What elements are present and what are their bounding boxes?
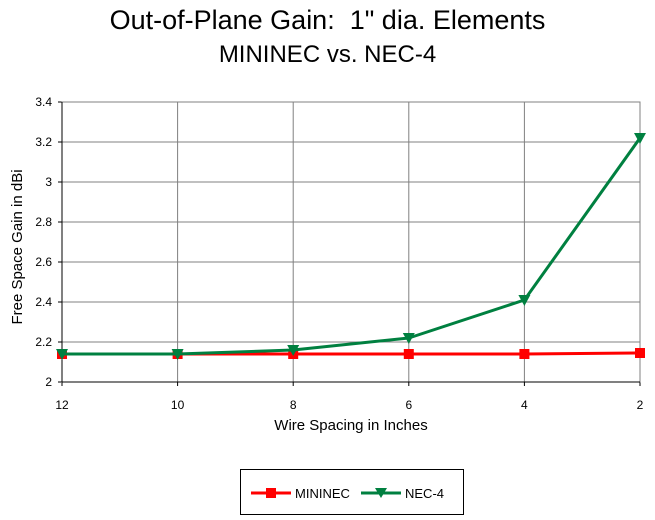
legend-marker-nec4 (375, 488, 387, 498)
legend-item-mininec: MININEC (251, 483, 350, 503)
y-axis-title: Free Space Gain in dBi (9, 169, 26, 324)
y-tick-label: 2.6 (35, 255, 52, 269)
y-tick-label: 2 (45, 375, 52, 389)
y-tick-label: 2.8 (35, 215, 52, 229)
data-point-mininec-3 (403, 349, 414, 359)
series-line-nec4 (62, 137, 642, 356)
legend-label-nec4: NEC-4 (405, 485, 445, 501)
data-point-nec4-2 (287, 345, 300, 356)
y-tick-label: 3 (45, 175, 52, 189)
series-layer (56, 133, 646, 360)
legend-swatch-nec4 (361, 483, 401, 503)
x-axis-title: Wire Spacing in Inches (274, 417, 427, 434)
x-tick-label: 2 (637, 398, 644, 412)
plot-area (62, 102, 640, 382)
data-point-nec4-4 (518, 295, 531, 306)
chart-plot: 2 2.2 2.4 2.6 2.8 3 3.2 3.4 12 10 8 6 4 2 Wire Spacing… (9, 95, 646, 434)
legend: MININEC NEC-4 (240, 469, 464, 515)
data-point-mininec-4 (519, 349, 530, 359)
y-tick-label: 2.4 (35, 295, 52, 309)
data-point-mininec-5 (635, 348, 645, 358)
data-point-nec4-0 (56, 349, 68, 360)
y-tick-label: 3.2 (35, 135, 52, 149)
data-point-nec4-3 (402, 333, 415, 344)
y-tick-label: 2.2 (35, 335, 52, 349)
label-layer: 2 2.2 2.4 2.6 2.8 3 3.2 3.4 12 10 8 6 4 2 Wire Spacing… (9, 95, 644, 434)
axis-layer (58, 101, 641, 386)
legend-label-mininec: MININEC (295, 485, 350, 501)
legend-item-nec4: NEC-4 (361, 483, 444, 503)
x-tick-label: 4 (521, 398, 528, 412)
grid-layer (61, 101, 641, 383)
chart-subtitle: MININEC vs. NEC-4 (218, 41, 437, 68)
legend-marker-mininec (266, 488, 276, 498)
chart-title: Out-of-Plane Gain: 1" dia. Elements (109, 5, 546, 35)
y-tick-label: 3.4 (35, 95, 52, 109)
data-point-nec4-1 (171, 349, 184, 360)
x-tick-label: 12 (55, 398, 69, 412)
data-point-nec4-5 (634, 133, 646, 144)
x-tick-label: 6 (405, 398, 412, 412)
x-tick-label: 8 (290, 398, 297, 412)
x-tick-label: 10 (171, 398, 185, 412)
legend-swatch-mininec (251, 483, 291, 503)
